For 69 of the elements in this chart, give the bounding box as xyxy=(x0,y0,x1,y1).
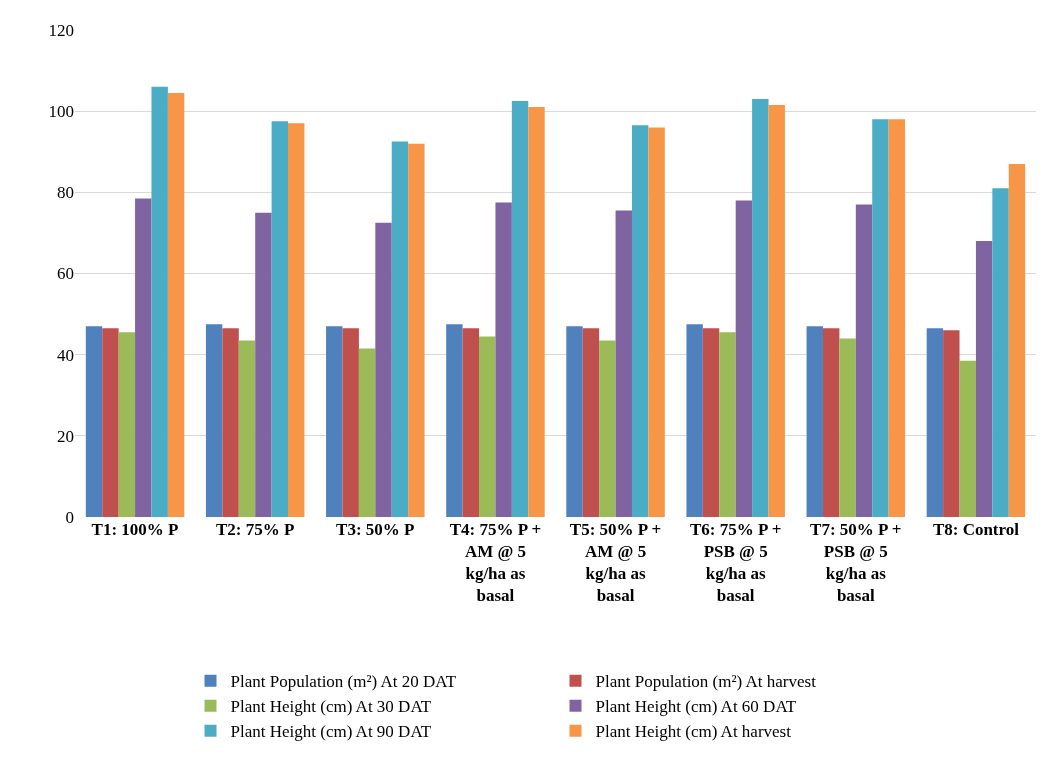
legend-label: Plant Height (cm) At 30 DAT xyxy=(230,697,432,717)
legend-label: Plant Population (m²) At harvest xyxy=(595,672,817,692)
bar xyxy=(479,336,496,517)
bar xyxy=(118,332,136,517)
bar xyxy=(566,326,583,517)
y-tick-label: 80 xyxy=(57,183,74,203)
bar xyxy=(326,326,343,517)
bar xyxy=(615,210,632,517)
x-tick-label: T3: 50% P xyxy=(336,520,415,539)
bar xyxy=(205,324,223,517)
x-tick-label: T8: Control xyxy=(932,520,1020,539)
bar xyxy=(631,125,649,517)
bar xyxy=(855,204,873,517)
bar xyxy=(992,188,1009,517)
bar xyxy=(528,107,545,517)
bar xyxy=(151,86,168,517)
bar xyxy=(702,328,720,517)
bar xyxy=(926,328,944,517)
bar xyxy=(752,98,769,517)
bar xyxy=(943,330,960,517)
bar xyxy=(288,123,305,517)
y-tick-label: 0 xyxy=(65,507,74,527)
bar xyxy=(495,202,512,517)
bar xyxy=(271,121,289,517)
bar xyxy=(888,119,906,517)
legend-label: Plant Height (cm) At harvest xyxy=(595,722,792,742)
y-tick-label: 40 xyxy=(57,345,74,365)
bar xyxy=(511,101,529,517)
x-tick-label: T2: 75% P xyxy=(215,520,295,539)
bar xyxy=(975,241,993,517)
bar xyxy=(959,360,976,517)
bar xyxy=(768,105,785,517)
bar xyxy=(408,143,425,517)
bar xyxy=(735,200,753,517)
y-tick-label: 100 xyxy=(48,102,74,122)
bar xyxy=(1008,163,1026,517)
bar xyxy=(462,328,480,517)
bar xyxy=(391,141,409,517)
bar xyxy=(582,328,600,517)
x-tick-label: T1: 100% P xyxy=(91,520,179,539)
bar xyxy=(599,340,616,517)
bar xyxy=(85,326,103,517)
bar xyxy=(648,127,665,517)
y-tick-label: 60 xyxy=(57,264,74,284)
bar xyxy=(822,328,840,517)
x-tick-label: T4: 75% P + AM @ 5 kg/ha as basal xyxy=(449,520,542,606)
legend-label: Plant Population (m²) At 20 DAT xyxy=(230,672,457,692)
bar xyxy=(358,348,376,517)
x-tick-label: T5: 50% P + AM @ 5 kg/ha as basal xyxy=(569,520,662,606)
bar xyxy=(255,212,272,517)
bar xyxy=(686,324,703,517)
x-tick-label: T7: 50% P + PSB @ 5 kg/ha as basal xyxy=(810,520,902,606)
bar xyxy=(238,340,256,517)
bar xyxy=(872,119,889,517)
bar xyxy=(806,326,823,517)
legend-label: Plant Height (cm) At 90 DAT xyxy=(230,722,432,742)
y-tick-label: 20 xyxy=(57,426,74,446)
bar xyxy=(222,328,239,517)
bar xyxy=(342,328,359,517)
bar xyxy=(102,328,119,517)
bar xyxy=(135,198,152,517)
bar xyxy=(375,222,392,517)
x-tick-label: T6: 75% P + PSB @ 5 kg/ha as basal xyxy=(689,520,782,606)
bar xyxy=(446,324,463,517)
bar xyxy=(839,338,856,517)
bar xyxy=(167,92,185,517)
y-tick-label: 120 xyxy=(48,20,74,40)
legend-label: Plant Height (cm) At 60 DAT xyxy=(595,697,797,717)
bar xyxy=(719,332,736,517)
